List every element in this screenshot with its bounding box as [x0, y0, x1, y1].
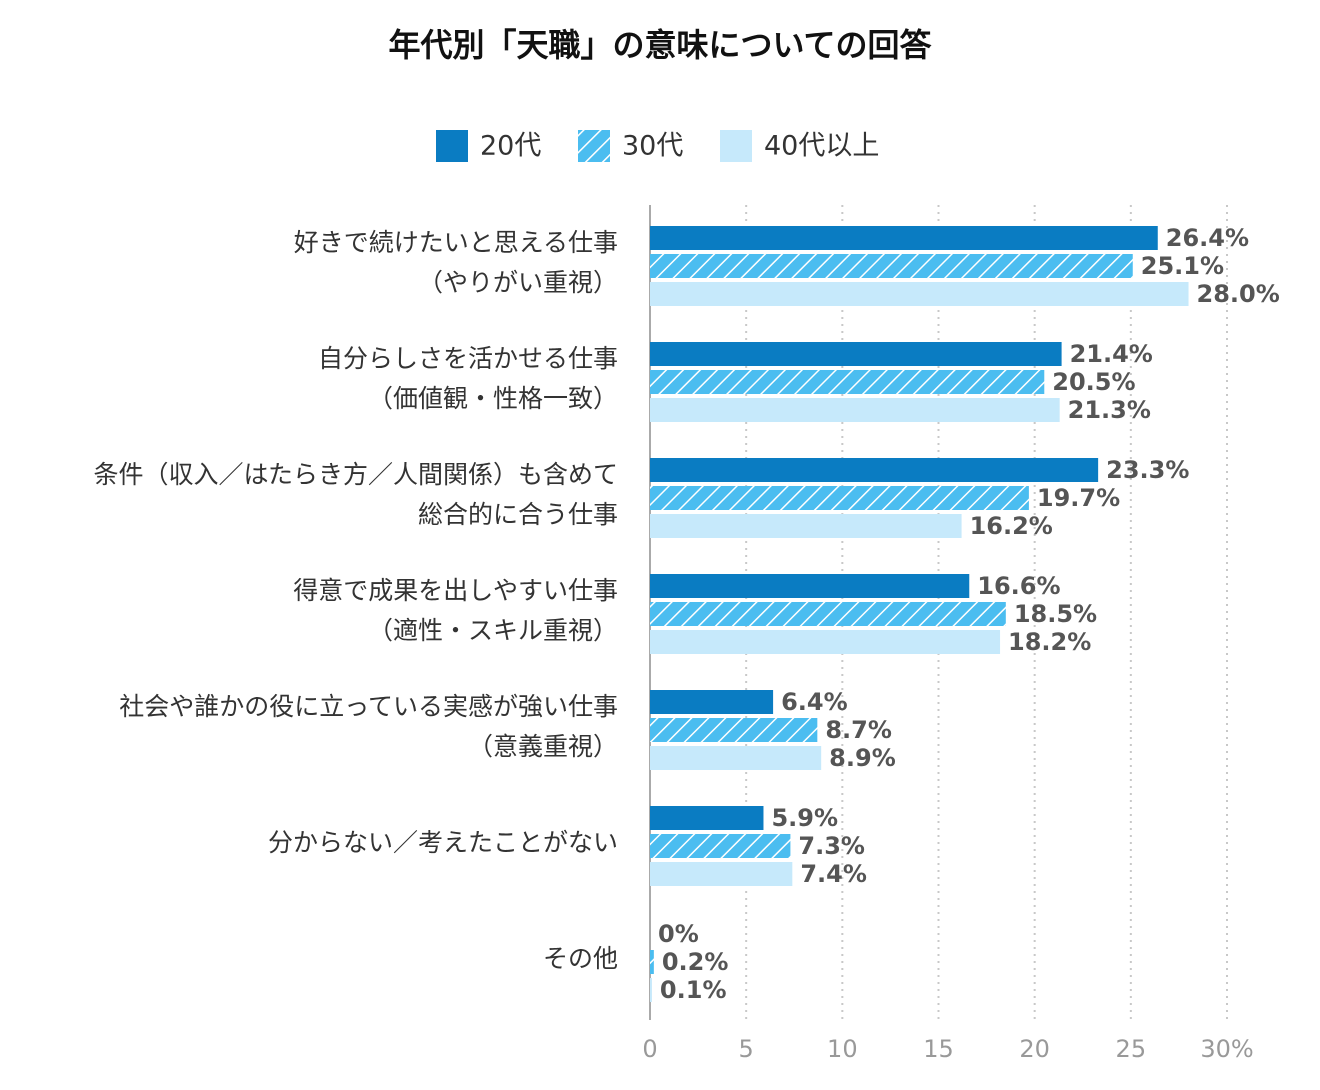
- y-tick-label: 条件（収入／はたらき方／人間関係）も含めて: [93, 460, 618, 489]
- value-label: 21.3%: [1068, 396, 1151, 424]
- bar: [650, 690, 774, 714]
- x-tick-label: 30%: [1200, 1035, 1253, 1063]
- value-label: 0.2%: [662, 948, 729, 976]
- value-label: 25.1%: [1141, 252, 1224, 280]
- value-label: 5.9%: [771, 804, 838, 832]
- bar: [650, 370, 1045, 394]
- value-label: 8.9%: [829, 744, 896, 772]
- legend-label: 40代以上: [764, 131, 879, 162]
- chart-title: 年代別「天職」の意味についての回答: [388, 26, 932, 64]
- value-label: 20.5%: [1052, 368, 1135, 396]
- legend-label: 30代: [622, 131, 683, 162]
- value-label: 0%: [658, 920, 699, 948]
- y-tick-label: （意義重視）: [468, 732, 618, 761]
- bar: [650, 458, 1099, 482]
- bar: [650, 226, 1158, 250]
- y-tick-label: 社会や誰かの役に立っている実感が強い仕事: [119, 692, 618, 721]
- y-tick-label: （価値観・性格一致）: [368, 384, 618, 413]
- bar: [650, 398, 1060, 422]
- value-label: 16.6%: [977, 572, 1060, 600]
- bar: [650, 574, 970, 598]
- bar: [650, 630, 1001, 654]
- y-tick-label: 得意で成果を出しやすい仕事: [293, 576, 618, 605]
- value-label: 19.7%: [1037, 484, 1120, 512]
- x-tick-label: 20: [1019, 1035, 1050, 1063]
- value-label: 16.2%: [970, 512, 1053, 540]
- legend-label: 20代: [480, 131, 541, 162]
- value-label: 6.4%: [781, 688, 848, 716]
- y-tick-label: 好きで続けたいと思える仕事: [294, 228, 618, 257]
- x-tick-label: 25: [1116, 1035, 1147, 1063]
- legend-swatch: [578, 130, 610, 162]
- y-tick-label: （適性・スキル重視）: [368, 616, 618, 645]
- y-tick-label: （やりがい重視）: [418, 268, 618, 297]
- bar: [650, 718, 818, 742]
- value-label: 18.2%: [1008, 628, 1091, 656]
- bar: [650, 602, 1006, 626]
- value-label: 23.3%: [1106, 456, 1189, 484]
- bar: [650, 746, 822, 770]
- bar: [650, 950, 654, 974]
- legend-swatch: [436, 130, 468, 162]
- value-label: 7.4%: [800, 860, 867, 888]
- bar: [650, 282, 1189, 306]
- value-label: 18.5%: [1014, 600, 1097, 628]
- x-tick-label: 0: [642, 1035, 657, 1063]
- y-tick-label: 総合的に合う仕事: [418, 500, 618, 529]
- value-label: 28.0%: [1197, 280, 1280, 308]
- x-tick-label: 5: [739, 1035, 754, 1063]
- value-label: 8.7%: [825, 716, 892, 744]
- y-tick-label: 分からない／考えたことがない: [268, 828, 618, 857]
- bar: [650, 806, 764, 830]
- legend-swatch: [720, 130, 752, 162]
- value-label: 21.4%: [1070, 340, 1153, 368]
- x-tick-label: 15: [923, 1035, 954, 1063]
- bar: [650, 834, 791, 858]
- bar: [650, 862, 793, 886]
- y-tick-label: 自分らしさを活かせる仕事: [318, 344, 618, 373]
- bar: [650, 978, 652, 1002]
- bar: [650, 254, 1133, 278]
- value-label: 7.3%: [798, 832, 865, 860]
- y-tick-label: その他: [543, 944, 618, 973]
- x-tick-label: 10: [827, 1035, 858, 1063]
- bar: [650, 486, 1029, 510]
- bar: [650, 514, 962, 538]
- bar: [650, 342, 1062, 366]
- value-label: 0.1%: [660, 976, 727, 1004]
- value-label: 26.4%: [1166, 224, 1249, 252]
